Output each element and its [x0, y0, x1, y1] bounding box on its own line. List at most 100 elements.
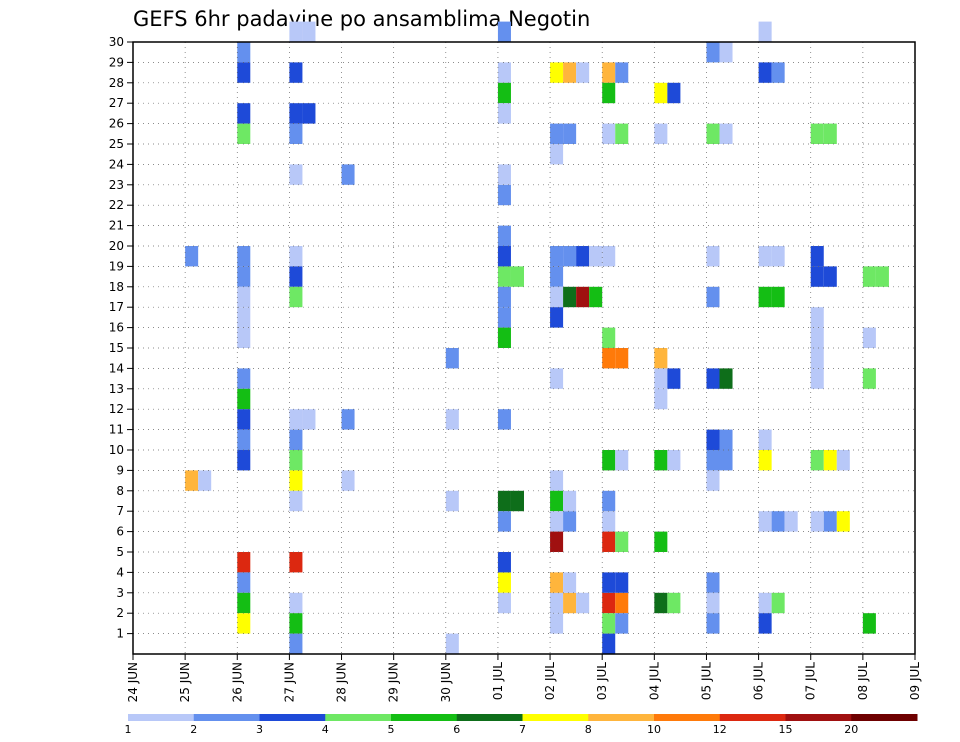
- precip-cell: [550, 531, 564, 552]
- colorbar-label: 7: [519, 723, 526, 736]
- precip-cell: [497, 164, 511, 185]
- colorbar-swatch: [128, 714, 195, 721]
- x-tick-label: 26 JUN: [230, 662, 244, 702]
- precip-cells: [185, 21, 889, 654]
- precip-cell: [550, 592, 564, 614]
- precip-cell: [497, 82, 511, 104]
- precip-cell: [563, 490, 577, 512]
- precip-cell: [771, 511, 785, 532]
- colorbar-swatch: [719, 714, 786, 721]
- precip-cell: [289, 286, 303, 308]
- precip-cell: [563, 246, 577, 267]
- precip-cell: [302, 21, 316, 42]
- precip-cell: [550, 266, 564, 287]
- precip-cell: [497, 21, 511, 42]
- precip-cell: [563, 286, 577, 308]
- precip-cell: [719, 368, 733, 389]
- precip-cell: [550, 246, 564, 267]
- precip-cell: [810, 450, 824, 471]
- precip-cell: [576, 246, 590, 267]
- precip-cell: [615, 572, 629, 593]
- precip-cell: [289, 246, 303, 267]
- precip-cell: [289, 409, 303, 430]
- precip-cell: [810, 368, 824, 389]
- precip-cell: [667, 450, 681, 471]
- precip-cell: [445, 348, 459, 369]
- precip-cell: [289, 429, 303, 450]
- x-tick-label: 30 JUN: [439, 662, 453, 702]
- y-tick-label: 13: [109, 382, 124, 396]
- precip-cell: [823, 450, 837, 471]
- precip-cell: [289, 450, 303, 471]
- y-tick-label: 20: [109, 239, 124, 253]
- precip-cell: [667, 368, 681, 389]
- precip-cell: [550, 511, 564, 532]
- y-tick-label: 16: [109, 321, 124, 335]
- chart-title: GEFS 6hr padavine po ansamblima Negotin: [133, 7, 590, 31]
- precip-cell: [185, 246, 199, 267]
- precip-cell: [589, 286, 603, 308]
- y-tick-label: 25: [109, 137, 124, 151]
- precip-cell: [341, 409, 355, 430]
- precip-cell: [862, 368, 876, 389]
- x-tick-label: 04 JUL: [647, 662, 661, 700]
- precip-cell: [550, 613, 564, 634]
- precip-cell: [823, 123, 837, 144]
- precip-cell: [289, 62, 303, 83]
- x-tick-label: 09 JUL: [908, 662, 922, 700]
- y-tick-label: 7: [116, 504, 124, 518]
- precip-cell: [185, 470, 199, 491]
- y-tick-label: 3: [116, 586, 124, 600]
- precip-cell: [497, 225, 511, 246]
- y-tick-label: 23: [109, 178, 124, 192]
- precip-cell: [589, 246, 603, 267]
- precip-cell: [510, 266, 524, 287]
- precip-cell: [550, 286, 564, 308]
- colorbar-label: 12: [713, 723, 727, 736]
- precip-cell: [510, 490, 524, 512]
- y-tick-label: 1: [116, 627, 124, 641]
- colorbar-label: 2: [190, 723, 197, 736]
- y-tick-label: 2: [116, 606, 124, 620]
- precip-cell: [237, 368, 251, 389]
- precip-cell: [289, 613, 303, 634]
- precip-cell: [237, 42, 251, 63]
- precip-cell: [576, 62, 590, 83]
- precip-cell: [771, 246, 785, 267]
- precip-cell: [862, 266, 876, 287]
- precip-cell: [550, 572, 564, 593]
- y-tick-label: 29: [109, 55, 124, 69]
- precip-cell: [497, 246, 511, 267]
- precip-cell: [237, 388, 251, 410]
- precip-cell: [654, 123, 668, 144]
- precip-cell: [237, 103, 251, 124]
- colorbar-swatch: [391, 714, 458, 721]
- precip-cell: [497, 592, 511, 614]
- precip-cell: [615, 348, 629, 369]
- precip-cell: [602, 348, 616, 369]
- precip-cell: [289, 164, 303, 185]
- grid-lines: [133, 42, 915, 654]
- precip-cell: [771, 286, 785, 308]
- colorbar-swatch: [325, 714, 392, 721]
- precip-cell: [602, 450, 616, 471]
- precip-cell: [862, 327, 876, 348]
- y-tick-label: 18: [109, 280, 124, 294]
- colorbar-label: 15: [779, 723, 793, 736]
- precip-cell: [237, 572, 251, 593]
- precip-cell: [497, 572, 511, 593]
- y-tick-label: 22: [109, 198, 124, 212]
- y-tick-label: 5: [116, 545, 124, 559]
- precip-cell: [719, 450, 733, 471]
- precip-cell: [615, 62, 629, 83]
- y-tick-label: 30: [109, 35, 124, 49]
- precip-cell: [289, 103, 303, 124]
- precip-cell: [810, 246, 824, 267]
- colorbar-label: 8: [585, 723, 592, 736]
- y-tick-label: 26: [109, 117, 124, 131]
- colorbar-swatch: [785, 714, 852, 721]
- precip-cell: [810, 348, 824, 369]
- precip-cell: [497, 511, 511, 532]
- colorbar-swatch: [588, 714, 655, 721]
- precip-cell: [237, 450, 251, 471]
